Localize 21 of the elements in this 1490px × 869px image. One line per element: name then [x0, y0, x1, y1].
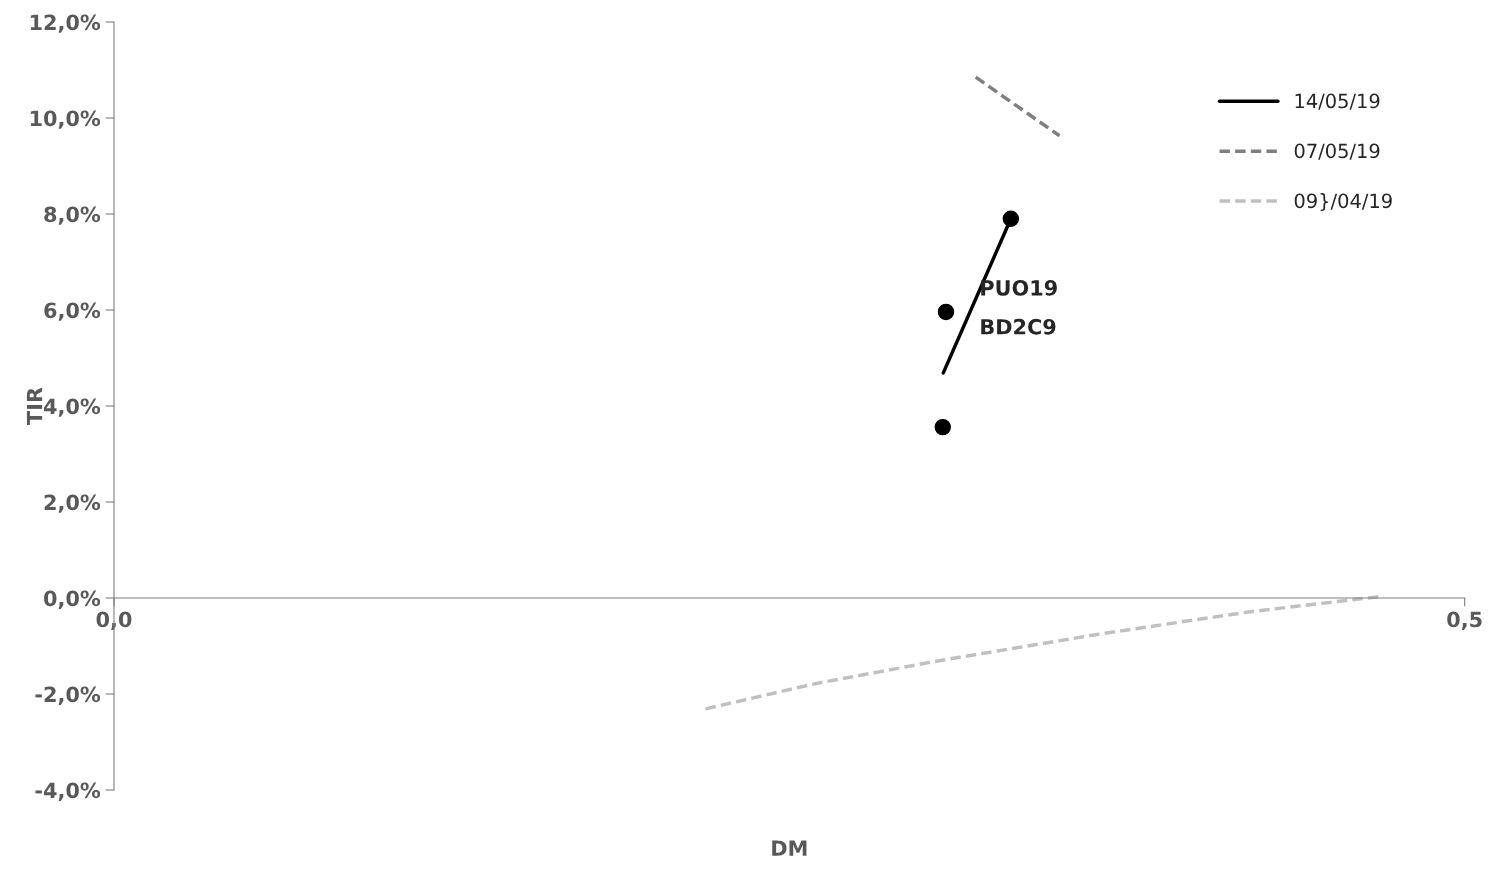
y-tick-label: -2,0% — [35, 686, 101, 705]
x-tick-label: 0,5 — [1447, 611, 1482, 630]
y-tick-label: 8,0% — [44, 206, 101, 225]
y-tick-label: 4,0% — [43, 398, 101, 417]
annotation: BD2C9 — [981, 318, 1056, 335]
y-tick-label: 0,0% — [44, 590, 101, 609]
y-tick-label: 10,0% — [30, 110, 101, 129]
legend-label: 14/05/19 — [1295, 93, 1380, 110]
y-tick-label: 6,0% — [44, 302, 101, 321]
y-tick-label: 2,0% — [44, 494, 101, 513]
y-axis-title: TIR — [26, 387, 43, 425]
x-axis-title: DM — [772, 840, 807, 856]
y-tick-label: -4,0% — [35, 782, 101, 801]
y-tick-label: 12,0% — [30, 14, 101, 33]
line-series — [703, 594, 1386, 711]
legend-label: 09}/04/19 — [1294, 193, 1392, 212]
point — [934, 418, 951, 436]
annotation: PUO19 — [981, 279, 1057, 296]
legend-label: 07/05/19 — [1294, 143, 1380, 160]
x-tick-label: 0,0 — [96, 611, 132, 630]
point — [937, 303, 955, 321]
